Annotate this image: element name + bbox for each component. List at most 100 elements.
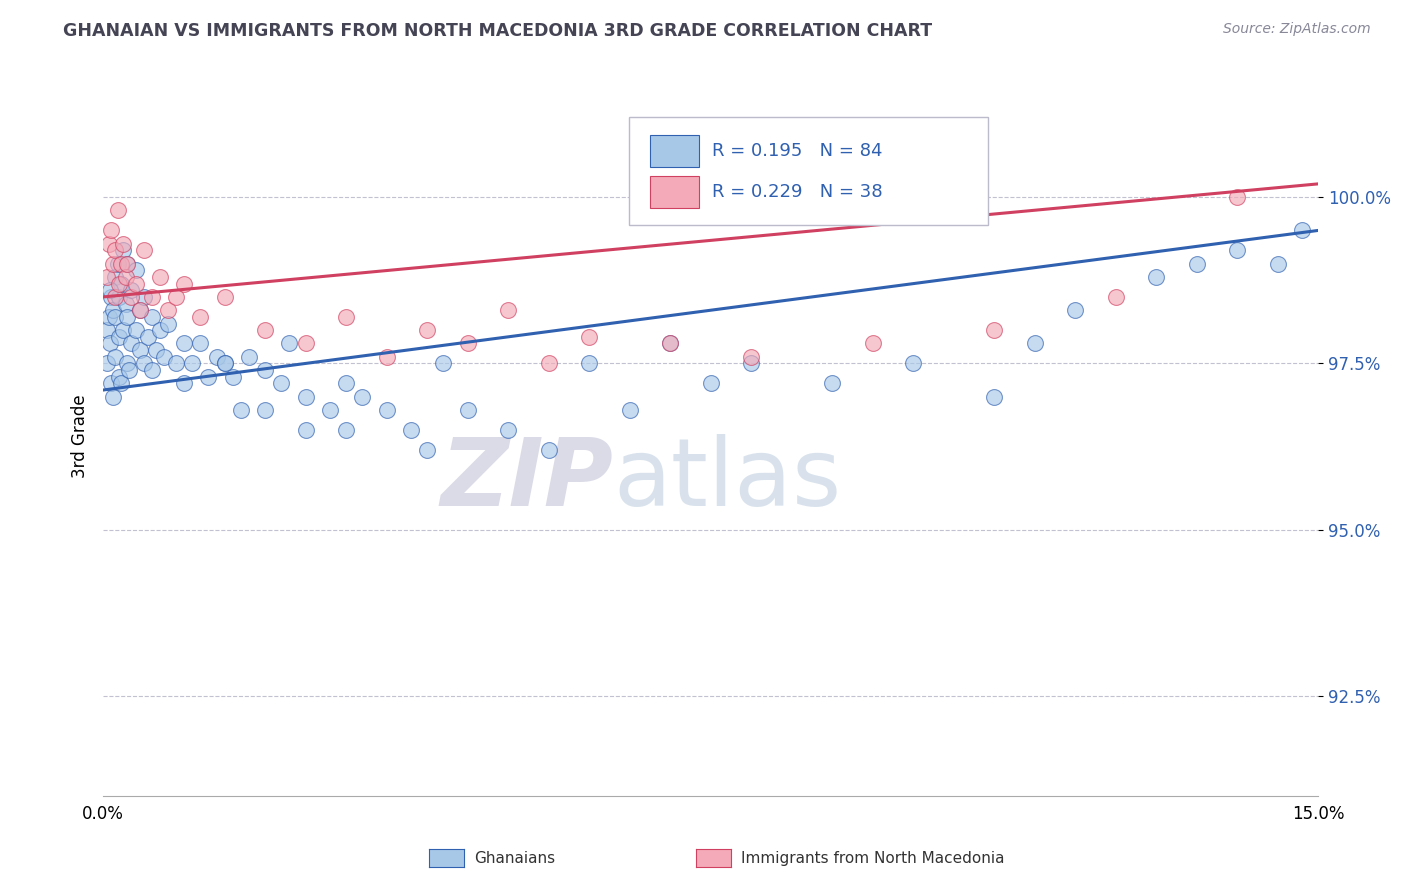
Point — [132, 290, 155, 304]
Point — [537, 442, 560, 457]
Point — [108, 369, 131, 384]
Point — [375, 403, 398, 417]
Point — [181, 356, 204, 370]
Point — [173, 277, 195, 291]
Point — [578, 356, 600, 370]
Point — [578, 330, 600, 344]
Point — [121, 290, 143, 304]
Point — [100, 376, 122, 391]
Text: atlas: atlas — [613, 434, 842, 525]
Point — [205, 350, 228, 364]
Point — [124, 263, 146, 277]
Point — [983, 323, 1005, 337]
Point — [537, 356, 560, 370]
Point — [659, 336, 682, 351]
Point — [136, 330, 159, 344]
Point — [457, 336, 479, 351]
Point — [294, 390, 316, 404]
Point — [117, 257, 139, 271]
Point — [214, 290, 236, 304]
Point — [149, 323, 172, 337]
Point — [1226, 190, 1249, 204]
Point — [128, 343, 150, 358]
Point — [117, 356, 139, 370]
Point — [104, 244, 127, 258]
Point — [740, 356, 762, 370]
Point — [100, 290, 122, 304]
Point — [214, 356, 236, 370]
Point — [222, 369, 245, 384]
Point — [1291, 223, 1313, 237]
Point — [399, 423, 422, 437]
Text: ZIP: ZIP — [440, 434, 613, 525]
Point — [1267, 257, 1289, 271]
Point — [100, 223, 122, 237]
Point — [294, 423, 316, 437]
Point — [1064, 303, 1087, 318]
Point — [132, 244, 155, 258]
Point — [117, 257, 139, 271]
Text: Immigrants from North Macedonia: Immigrants from North Macedonia — [741, 852, 1004, 866]
Point — [110, 277, 132, 291]
Point — [112, 236, 135, 251]
Point — [153, 350, 176, 364]
Point — [238, 350, 260, 364]
Point — [101, 390, 124, 404]
Point — [821, 376, 844, 391]
Point — [188, 310, 211, 324]
Point — [352, 390, 374, 404]
Point — [104, 350, 127, 364]
Point — [319, 403, 342, 417]
Point — [96, 323, 118, 337]
Point — [124, 323, 146, 337]
Point — [496, 423, 519, 437]
Point — [107, 203, 129, 218]
Point — [862, 336, 884, 351]
Point — [254, 323, 277, 337]
Point — [132, 356, 155, 370]
Point — [197, 369, 219, 384]
Point — [416, 442, 439, 457]
Point — [278, 336, 301, 351]
Point — [254, 403, 277, 417]
Point — [903, 356, 925, 370]
Text: R = 0.229   N = 38: R = 0.229 N = 38 — [711, 183, 883, 201]
Point — [96, 356, 118, 370]
Point — [110, 257, 132, 271]
Point — [335, 376, 357, 391]
Point — [188, 336, 211, 351]
Point — [97, 310, 120, 324]
Point — [141, 310, 163, 324]
Point — [128, 303, 150, 318]
Point — [432, 356, 454, 370]
Point — [149, 270, 172, 285]
Point — [335, 423, 357, 437]
Point — [1024, 336, 1046, 351]
Point — [335, 310, 357, 324]
Point — [156, 303, 179, 318]
Point — [983, 390, 1005, 404]
Point — [117, 310, 139, 324]
Text: Ghanaians: Ghanaians — [474, 852, 555, 866]
Point — [121, 336, 143, 351]
Point — [121, 283, 143, 297]
Point — [110, 376, 132, 391]
Point — [108, 290, 131, 304]
Point — [145, 343, 167, 358]
Point — [96, 270, 118, 285]
Y-axis label: 3rd Grade: 3rd Grade — [72, 395, 89, 478]
Bar — [650, 135, 699, 167]
FancyBboxPatch shape — [630, 117, 988, 225]
Point — [254, 363, 277, 377]
Point — [104, 310, 127, 324]
Text: GHANAIAN VS IMMIGRANTS FROM NORTH MACEDONIA 3RD GRADE CORRELATION CHART: GHANAIAN VS IMMIGRANTS FROM NORTH MACEDO… — [63, 22, 932, 40]
Point — [118, 363, 141, 377]
Point — [699, 376, 721, 391]
Point — [156, 317, 179, 331]
Point — [294, 336, 316, 351]
Point — [1105, 290, 1128, 304]
Point — [1144, 270, 1167, 285]
Point — [112, 323, 135, 337]
Text: R = 0.195   N = 84: R = 0.195 N = 84 — [711, 142, 883, 160]
Bar — [650, 176, 699, 208]
